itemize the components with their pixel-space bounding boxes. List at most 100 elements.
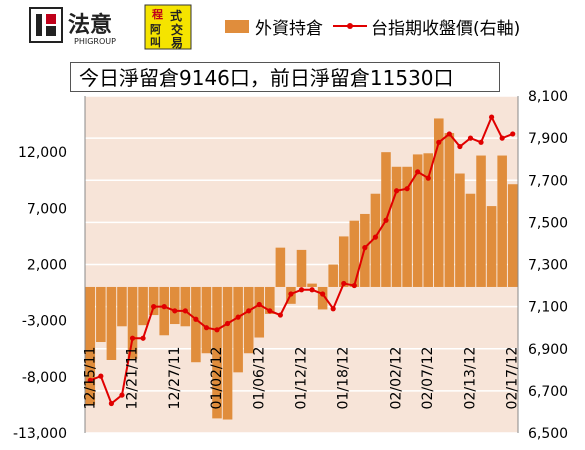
price-point [140, 335, 146, 341]
bar [180, 286, 191, 327]
bar [507, 184, 518, 287]
badge-char-4: 交 [171, 22, 183, 37]
x-axis-tick-label: 02/07/12 [420, 347, 436, 410]
x-axis-tick-label: 01/06/12 [251, 347, 267, 410]
price-point [341, 280, 347, 287]
price-point [372, 234, 379, 240]
bar [212, 286, 222, 419]
x-axis-tick-label: 12/21/11 [125, 347, 141, 410]
price-point [467, 135, 474, 141]
price-point [393, 188, 400, 194]
bar [402, 166, 412, 287]
bar [254, 286, 265, 338]
chart-legend: 外資持倉 台指期收盤價(右軸) [225, 12, 530, 40]
left-axis-tick-label: 7,000 [27, 201, 67, 217]
left-axis-tick-label: -3,000 [22, 314, 67, 330]
bar [127, 286, 138, 359]
x-axis-tick-label: 02/02/12 [389, 347, 405, 410]
phigroup-logo-graphic: 法意 PHIGROUP [29, 7, 116, 46]
price-point [320, 291, 326, 297]
price-point [415, 169, 421, 175]
price-point [383, 217, 389, 223]
line-series [87, 114, 516, 407]
chart-subtitle: 今日淨留倉9146口，前日淨留倉11530口 [70, 62, 500, 92]
right-axis-tick-label: 6,500 [528, 426, 568, 442]
price-point [404, 186, 410, 192]
price-point [309, 287, 315, 293]
bar [370, 193, 381, 287]
badge-char-6: 易 [171, 36, 183, 50]
right-axis-tick-label: 7,300 [528, 258, 568, 274]
price-point [172, 308, 178, 314]
bar [85, 286, 96, 405]
right-axis-tick-label: 8,100 [528, 89, 568, 105]
bar [486, 206, 497, 287]
bar [434, 118, 444, 287]
badge-char-5: 叫 [150, 35, 161, 49]
program-trading-badge: 程 式 阿 交 叫 易 [144, 4, 192, 50]
legend-line-swatch [333, 23, 367, 29]
bar [423, 153, 434, 287]
bar [455, 173, 465, 287]
price-point [256, 301, 262, 308]
x-axis-tick-label: 01/12/12 [294, 347, 310, 410]
x-axis-tick-label: 01/02/12 [209, 347, 225, 410]
bar [106, 286, 117, 360]
legend-bar-swatch [225, 19, 249, 33]
right-axis-tick-label: 7,500 [528, 215, 568, 231]
right-axis-tick-label: 7,700 [528, 173, 568, 189]
bar [412, 154, 423, 287]
price-point [267, 308, 273, 314]
bar [201, 286, 212, 354]
price-point [330, 306, 336, 312]
left-axis-tick-label: -13,000 [13, 426, 67, 442]
bar [233, 286, 243, 373]
x-axis-tick-label: 01/18/12 [336, 347, 352, 410]
bar [138, 286, 148, 326]
bar [338, 236, 349, 287]
bar [169, 286, 180, 325]
price-point [151, 304, 157, 310]
bar [465, 193, 476, 287]
price-point [499, 135, 505, 141]
left-axis-tick-label: 2,000 [27, 258, 67, 274]
price-point [119, 392, 125, 398]
price-point [87, 377, 93, 383]
legend-item-line: 台指期收盤價(右軸) [333, 14, 520, 39]
legend-line-label: 台指期收盤價(右軸) [371, 18, 521, 39]
logo-sub-text: PHIGROUP [74, 37, 116, 46]
bar [275, 247, 286, 287]
price-point [246, 308, 252, 314]
bar [243, 286, 254, 354]
bar [159, 286, 169, 336]
left-axis-tick-label: 12,000 [18, 145, 67, 161]
axes: -13,000 -8,000 -3,000 2,000 7,000 12,000 6,500… [13, 89, 568, 442]
price-point [425, 175, 431, 181]
price-point [478, 139, 484, 145]
x-axis-tick-label: 02/17/12 [505, 347, 521, 410]
price-point [436, 139, 442, 145]
price-point [214, 327, 220, 333]
bar [497, 155, 507, 287]
price-point [224, 320, 231, 327]
price-point [182, 308, 188, 314]
x-axis-tick-label: 12/15/11 [82, 347, 98, 410]
price-point [298, 287, 305, 293]
bar [391, 166, 402, 287]
badge-char-1: 程 [152, 7, 163, 21]
x-axis-tick-label: 12/27/11 [167, 347, 183, 410]
price-point [510, 131, 516, 137]
bar [222, 286, 233, 420]
price-point [129, 335, 136, 341]
bar [349, 220, 360, 287]
price-point [161, 304, 167, 310]
bar [191, 286, 201, 363]
price-point [203, 325, 210, 331]
price-point [488, 114, 495, 120]
bar [476, 155, 486, 287]
price-point [457, 143, 463, 150]
legend-item-bars: 外資持倉 [225, 14, 323, 39]
bar [317, 286, 328, 310]
left-axis-tick-label: -8,000 [22, 370, 67, 386]
